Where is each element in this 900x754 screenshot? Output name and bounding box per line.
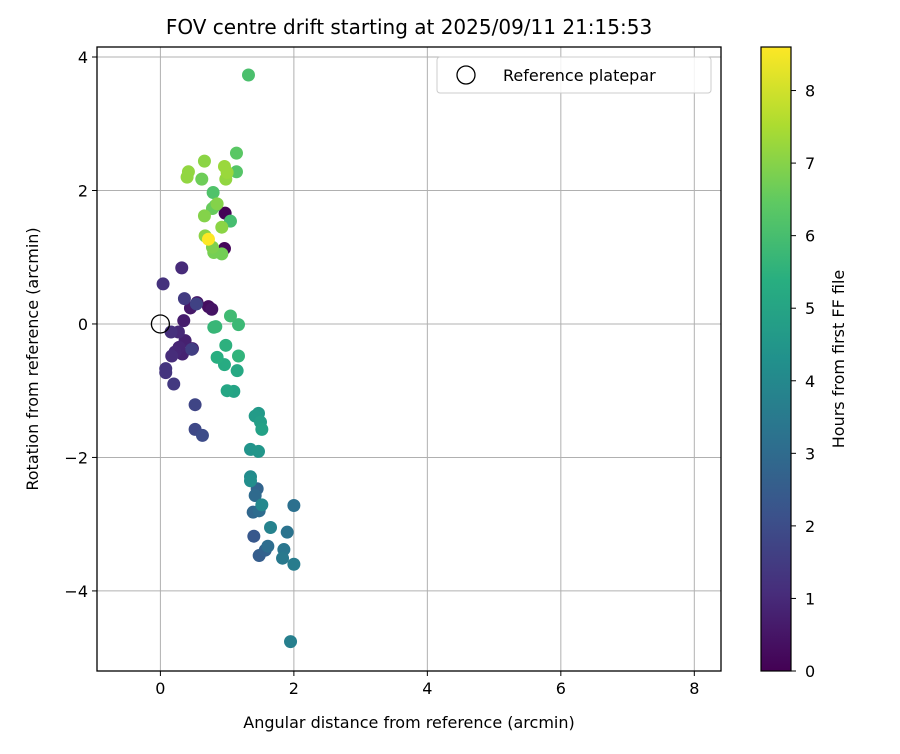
data-point — [248, 488, 262, 502]
x-tick-label: 6 — [556, 679, 566, 698]
data-point — [180, 170, 194, 184]
legend: Reference platepar — [436, 56, 712, 94]
data-point — [159, 366, 173, 380]
data-point — [206, 185, 220, 199]
data-point — [229, 146, 243, 160]
y-tick-label: 0 — [78, 315, 88, 334]
y-tick-label: −2 — [64, 448, 88, 467]
data-point — [164, 325, 178, 339]
data-point — [177, 292, 191, 306]
colorbar-tick-label: 5 — [805, 299, 815, 318]
data-point — [210, 350, 224, 364]
colorbar-tick-label: 4 — [805, 372, 815, 391]
reference-marker-layer — [150, 314, 171, 334]
legend-entry-reference: Reference platepar — [503, 66, 656, 85]
data-point — [264, 521, 278, 535]
data-point — [219, 338, 233, 352]
data-point — [255, 422, 269, 436]
grid-lines — [97, 47, 721, 671]
colorbar-ticks: 0 1 2 3 4 5 6 7 8 — [791, 82, 815, 681]
colorbar-tick-label: 6 — [805, 227, 815, 246]
data-point — [220, 384, 234, 398]
colorbar-tick-label: 1 — [805, 589, 815, 608]
data-point — [284, 635, 298, 649]
data-point — [241, 68, 255, 82]
colorbar-tick-label: 8 — [805, 82, 815, 101]
data-point — [247, 529, 261, 543]
data-point — [280, 525, 294, 539]
x-axis-label: Angular distance from reference (arcmin) — [243, 713, 574, 732]
data-point — [210, 197, 224, 211]
colorbar-tick-label: 2 — [805, 517, 815, 536]
y-tick-label: 4 — [78, 48, 88, 67]
x-tick-label: 2 — [289, 679, 299, 698]
y-axis-label: Rotation from reference (arcmin) — [23, 227, 42, 490]
colorbar-tick-label: 7 — [805, 154, 815, 173]
data-point — [231, 318, 245, 332]
data-point — [252, 444, 266, 458]
x-tick-label: 0 — [155, 679, 165, 698]
chart-title: FOV centre drift starting at 2025/09/11 … — [166, 15, 652, 39]
data-point — [229, 165, 243, 179]
data-point — [175, 261, 189, 275]
data-point — [205, 302, 219, 316]
data-point — [167, 377, 181, 391]
data-point — [287, 557, 301, 571]
data-point — [156, 277, 170, 291]
x-tick-label: 8 — [689, 679, 699, 698]
data-point — [230, 364, 244, 378]
data-point — [189, 297, 203, 311]
data-point — [197, 154, 211, 168]
colorbar — [760, 46, 792, 672]
data-point — [197, 209, 211, 223]
plot-frame — [96, 46, 722, 672]
data-point — [177, 314, 191, 328]
colorbar-label: Hours from first FF file — [829, 270, 848, 449]
data-point — [255, 498, 269, 512]
data-point — [195, 172, 209, 186]
colorbar-tick-label: 0 — [805, 662, 815, 681]
colorbar-tick-label: 3 — [805, 444, 815, 463]
data-point — [195, 428, 209, 442]
y-tick-label: −4 — [64, 582, 88, 601]
y-axis-ticks: −4 −2 0 2 4 — [64, 48, 97, 601]
data-point — [243, 474, 257, 488]
data-point — [223, 309, 237, 323]
data-point — [276, 551, 290, 565]
legend-marker-reference — [456, 65, 476, 85]
data-point — [261, 539, 275, 553]
data-point — [287, 498, 301, 512]
data-point — [220, 165, 234, 179]
data-point — [209, 320, 223, 334]
data-points — [156, 68, 301, 649]
data-point — [188, 398, 202, 412]
x-axis-ticks: 0 2 4 6 8 — [155, 671, 699, 698]
reference-platepar-marker — [150, 314, 171, 334]
y-tick-label: 2 — [78, 181, 88, 200]
data-point — [165, 349, 179, 363]
data-point — [185, 342, 199, 356]
data-point — [231, 349, 245, 363]
x-tick-label: 4 — [422, 679, 432, 698]
legend-box — [436, 56, 712, 94]
data-point — [215, 220, 229, 234]
data-point — [201, 232, 215, 246]
